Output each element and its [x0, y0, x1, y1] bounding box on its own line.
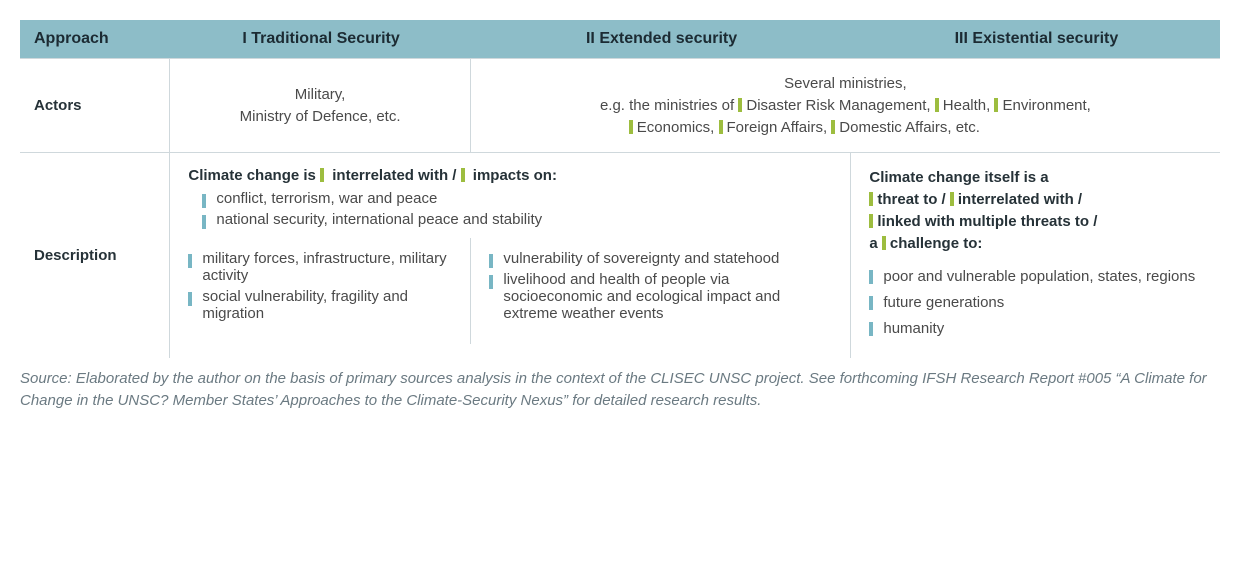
desc-left-1: military forces, infrastructure, militar… [188, 250, 452, 284]
tick-green-icon [320, 168, 324, 182]
tick-green-icon [719, 120, 723, 134]
desc-right-1: poor and vulnerable population, states, … [869, 266, 1202, 288]
desc-mid-1: vulnerability of sovereignty and stateho… [489, 250, 832, 267]
tick-green-icon [994, 98, 998, 112]
desc-shared-intro: Climate change is interrelated with / im… [170, 153, 850, 238]
desc-left-2: social vulnerability, fragility and migr… [188, 288, 452, 322]
desc-traditional-col: military forces, infrastructure, militar… [170, 238, 470, 344]
actors-right-prefix: e.g. the ministries of [600, 97, 738, 114]
description-label: Description [20, 153, 170, 358]
actors-row: Actors Military, Ministry of Defence, et… [20, 59, 1220, 153]
header-traditional: I Traditional Security [170, 20, 470, 59]
actors-extended-existential: Several ministries, e.g. the ministries … [470, 59, 1220, 153]
header-approach: Approach [20, 20, 170, 59]
header-existential: III Existential security [851, 20, 1220, 59]
actors-right-line1: Several ministries, [489, 73, 1202, 95]
desc-right-b: interrelated with / [958, 191, 1082, 208]
actors-right-line2: e.g. the ministries of Disaster Risk Man… [489, 95, 1202, 117]
tick-green-icon [869, 192, 873, 206]
desc-intro-prefix: Climate change is [188, 167, 320, 184]
tick-green-icon [738, 98, 742, 112]
desc-right-2: future generations [869, 292, 1202, 314]
tick-green-icon [629, 120, 633, 134]
source-note: Source: Elaborated by the author on the … [20, 368, 1220, 413]
desc-right-c: linked with multiple threats to / [877, 213, 1097, 230]
desc-shared-1: conflict, terrorism, war and peace [202, 190, 832, 207]
desc-intro-a: interrelated with / [332, 167, 460, 184]
security-approaches-table: Approach I Traditional Security II Exten… [20, 20, 1220, 358]
actors-traditional: Military, Ministry of Defence, etc. [170, 59, 470, 153]
header-extended: II Extended security [470, 20, 851, 59]
desc-mid-2: livelihood and health of people via soci… [489, 271, 832, 322]
desc-right-a: threat to / [877, 191, 950, 208]
desc-right-pref: Climate change itself is a [869, 167, 1202, 189]
desc-right-d-pre: a [869, 235, 882, 252]
ministry-3: Environment, [1002, 97, 1090, 114]
desc-right-list: poor and vulnerable population, states, … [869, 266, 1202, 339]
description-left-mid: Climate change is interrelated with / im… [170, 153, 851, 358]
desc-existential-col: Climate change itself is a threat to / i… [851, 153, 1220, 358]
tick-green-icon [950, 192, 954, 206]
description-row: Description Climate change is interrelat… [20, 153, 1220, 358]
tick-green-icon [831, 120, 835, 134]
desc-intro-b: impacts on: [473, 167, 557, 184]
ministry-1: Disaster Risk Management, [746, 97, 930, 114]
tick-green-icon [882, 236, 886, 250]
ministry-2: Health, [943, 97, 991, 114]
actors-right-line3: Economics, Foreign Affairs, Domestic Aff… [489, 117, 1202, 139]
tick-green-icon [869, 214, 873, 228]
ministry-5: Foreign Affairs, [727, 119, 828, 136]
ministry-6: Domestic Affairs, etc. [839, 119, 980, 136]
desc-right-3: humanity [869, 318, 1202, 340]
table-header-row: Approach I Traditional Security II Exten… [20, 20, 1220, 59]
desc-right-d: challenge to: [890, 235, 983, 252]
tick-green-icon [461, 168, 465, 182]
actors-trad-line1: Military, [188, 84, 451, 106]
tick-green-icon [935, 98, 939, 112]
desc-extended-col: vulnerability of sovereignty and stateho… [470, 238, 850, 344]
desc-shared-2: national security, international peace a… [202, 211, 832, 228]
desc-shared-list: conflict, terrorism, war and peace natio… [202, 190, 832, 228]
actors-label: Actors [20, 59, 170, 153]
ministry-4: Economics, [637, 119, 715, 136]
actors-trad-line2: Ministry of Defence, etc. [188, 106, 451, 128]
